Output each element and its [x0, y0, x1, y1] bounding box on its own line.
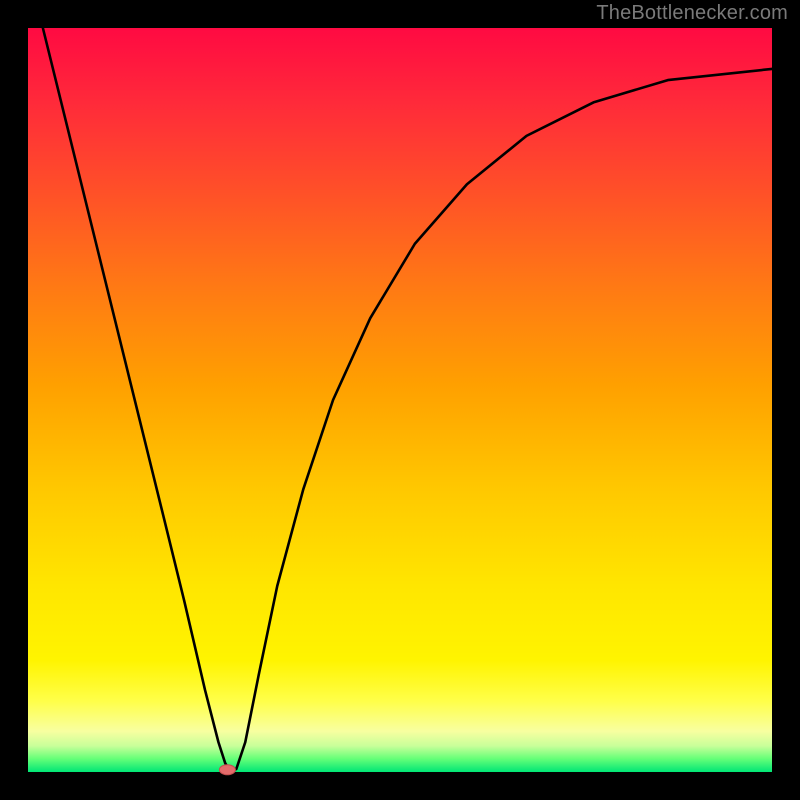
- optimal-point-marker: [219, 765, 235, 775]
- bottleneck-chart-svg: [0, 0, 800, 800]
- watermark-text: TheBottlenecker.com: [596, 2, 788, 25]
- chart-background-gradient: [28, 28, 772, 772]
- chart-container: TheBottlenecker.com: [0, 0, 800, 800]
